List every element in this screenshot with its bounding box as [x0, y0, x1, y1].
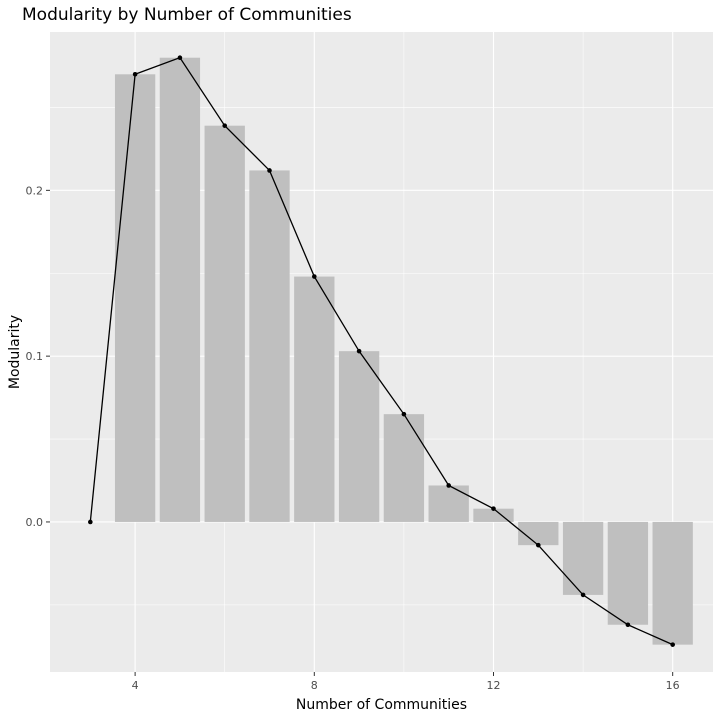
data-point-3 [88, 519, 93, 525]
bar-9 [338, 351, 380, 522]
bar-8 [294, 276, 335, 522]
bar-4 [114, 74, 156, 522]
data-point-12 [491, 506, 496, 511]
x-tick-label: 16 [666, 679, 680, 692]
data-point-8 [312, 274, 317, 279]
bar-12 [473, 508, 514, 522]
data-point-5 [177, 55, 183, 60]
bar-7 [249, 170, 290, 522]
x-axis-ticks: 4 8 12 16 [132, 672, 680, 692]
bar-14 [562, 521, 604, 595]
data-point-15 [625, 622, 631, 628]
data-point-13 [535, 542, 541, 548]
data-point-9 [356, 348, 362, 354]
line-series [89, 56, 673, 646]
y-tick-label: 0.1 [26, 350, 44, 363]
data-point-4 [132, 71, 138, 77]
y-tick-label: 0.0 [26, 516, 44, 529]
bar-10 [383, 414, 425, 522]
x-tick-label: 8 [311, 679, 318, 692]
data-point-6 [222, 123, 228, 128]
bar-5 [159, 57, 201, 522]
series-line [89, 56, 673, 646]
bar-6 [204, 125, 245, 522]
x-tick-label: 4 [132, 679, 139, 692]
data-point-7 [267, 168, 272, 173]
bar-15 [607, 521, 649, 625]
data-point-10 [401, 411, 407, 417]
bar-16 [652, 521, 693, 645]
data-point-14 [580, 592, 586, 598]
data-point-11 [446, 483, 451, 488]
chart-title: Modularity by Number of Communities [22, 5, 352, 25]
y-axis-title: Modularity [7, 315, 23, 389]
data-point-16 [670, 642, 675, 647]
x-axis-title: Number of Communities [296, 697, 467, 713]
y-tick-label: 0.2 [26, 184, 44, 197]
point-series [88, 55, 675, 647]
bar-series [114, 57, 693, 645]
x-tick-label: 12 [486, 679, 500, 692]
bar-11 [428, 485, 469, 522]
bar-13 [518, 521, 559, 546]
y-axis-ticks: 0.0 0.1 0.2 [26, 184, 50, 529]
